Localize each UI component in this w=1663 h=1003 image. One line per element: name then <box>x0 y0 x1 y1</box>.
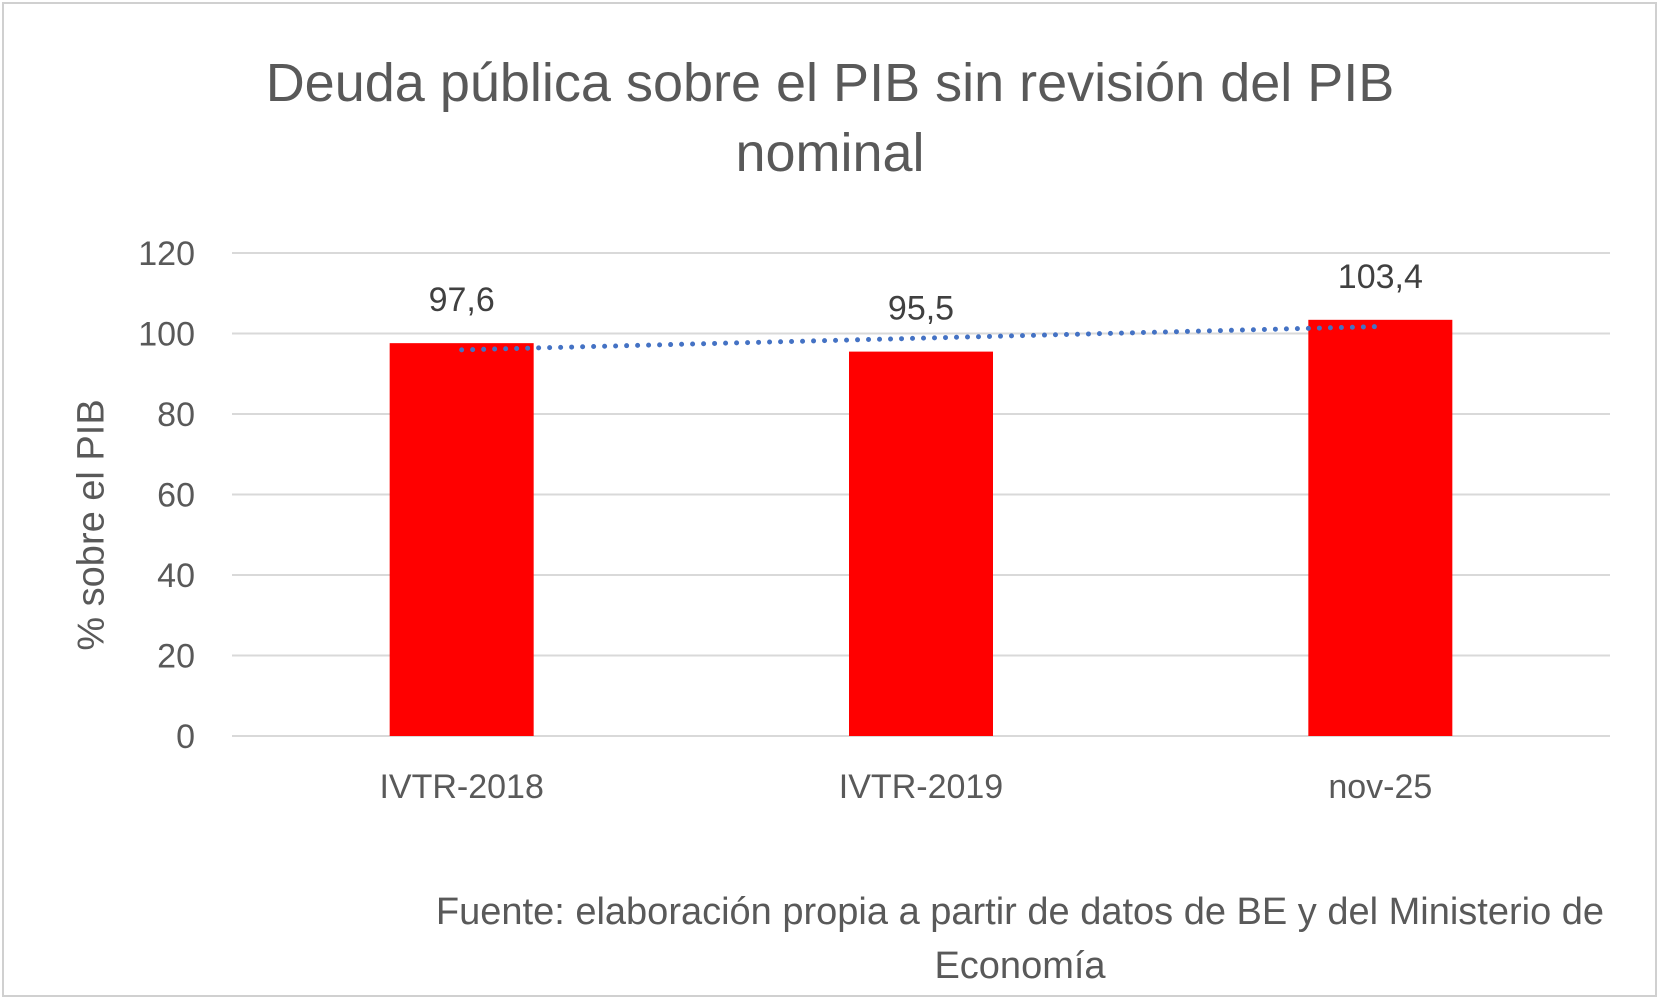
y-tick-label: 60 <box>157 477 195 515</box>
bar <box>1308 319 1453 736</box>
x-tick-label: IVTR-2019 <box>839 768 1003 806</box>
y-tick-label: 0 <box>176 718 195 756</box>
y-tick-label: 80 <box>157 396 195 434</box>
y-tick-label: 40 <box>157 557 195 595</box>
bar <box>389 343 534 736</box>
bars <box>389 319 1453 736</box>
data-label: 103,4 <box>1338 258 1423 296</box>
chart-title-line-1: Deuda pública sobre el PIB sin revisión … <box>265 53 1395 113</box>
x-tick-label: nov-25 <box>1328 768 1432 806</box>
trendline <box>459 324 1383 353</box>
chart-title: Deuda pública sobre el PIB sin revisión … <box>120 48 1540 188</box>
y-tick-label: 100 <box>138 316 195 354</box>
chart-title-line-2: nominal <box>735 123 925 183</box>
x-axis-ticks: IVTR-2018 IVTR-2019 nov-25 <box>379 768 1432 806</box>
source-note: Fuente: elaboración propia a partir de d… <box>435 891 1605 987</box>
data-labels: 97,6 95,5 103,4 <box>429 258 1423 328</box>
y-tick-label: 120 <box>138 235 195 273</box>
data-label: 97,6 <box>429 281 495 319</box>
y-axis-ticks: 0 20 40 60 80 100 120 <box>138 235 195 756</box>
data-label: 95,5 <box>888 290 954 328</box>
y-tick-label: 20 <box>157 638 195 676</box>
trendline-path <box>459 324 1383 353</box>
x-tick-label: IVTR-2018 <box>379 768 543 806</box>
bar <box>849 351 993 736</box>
